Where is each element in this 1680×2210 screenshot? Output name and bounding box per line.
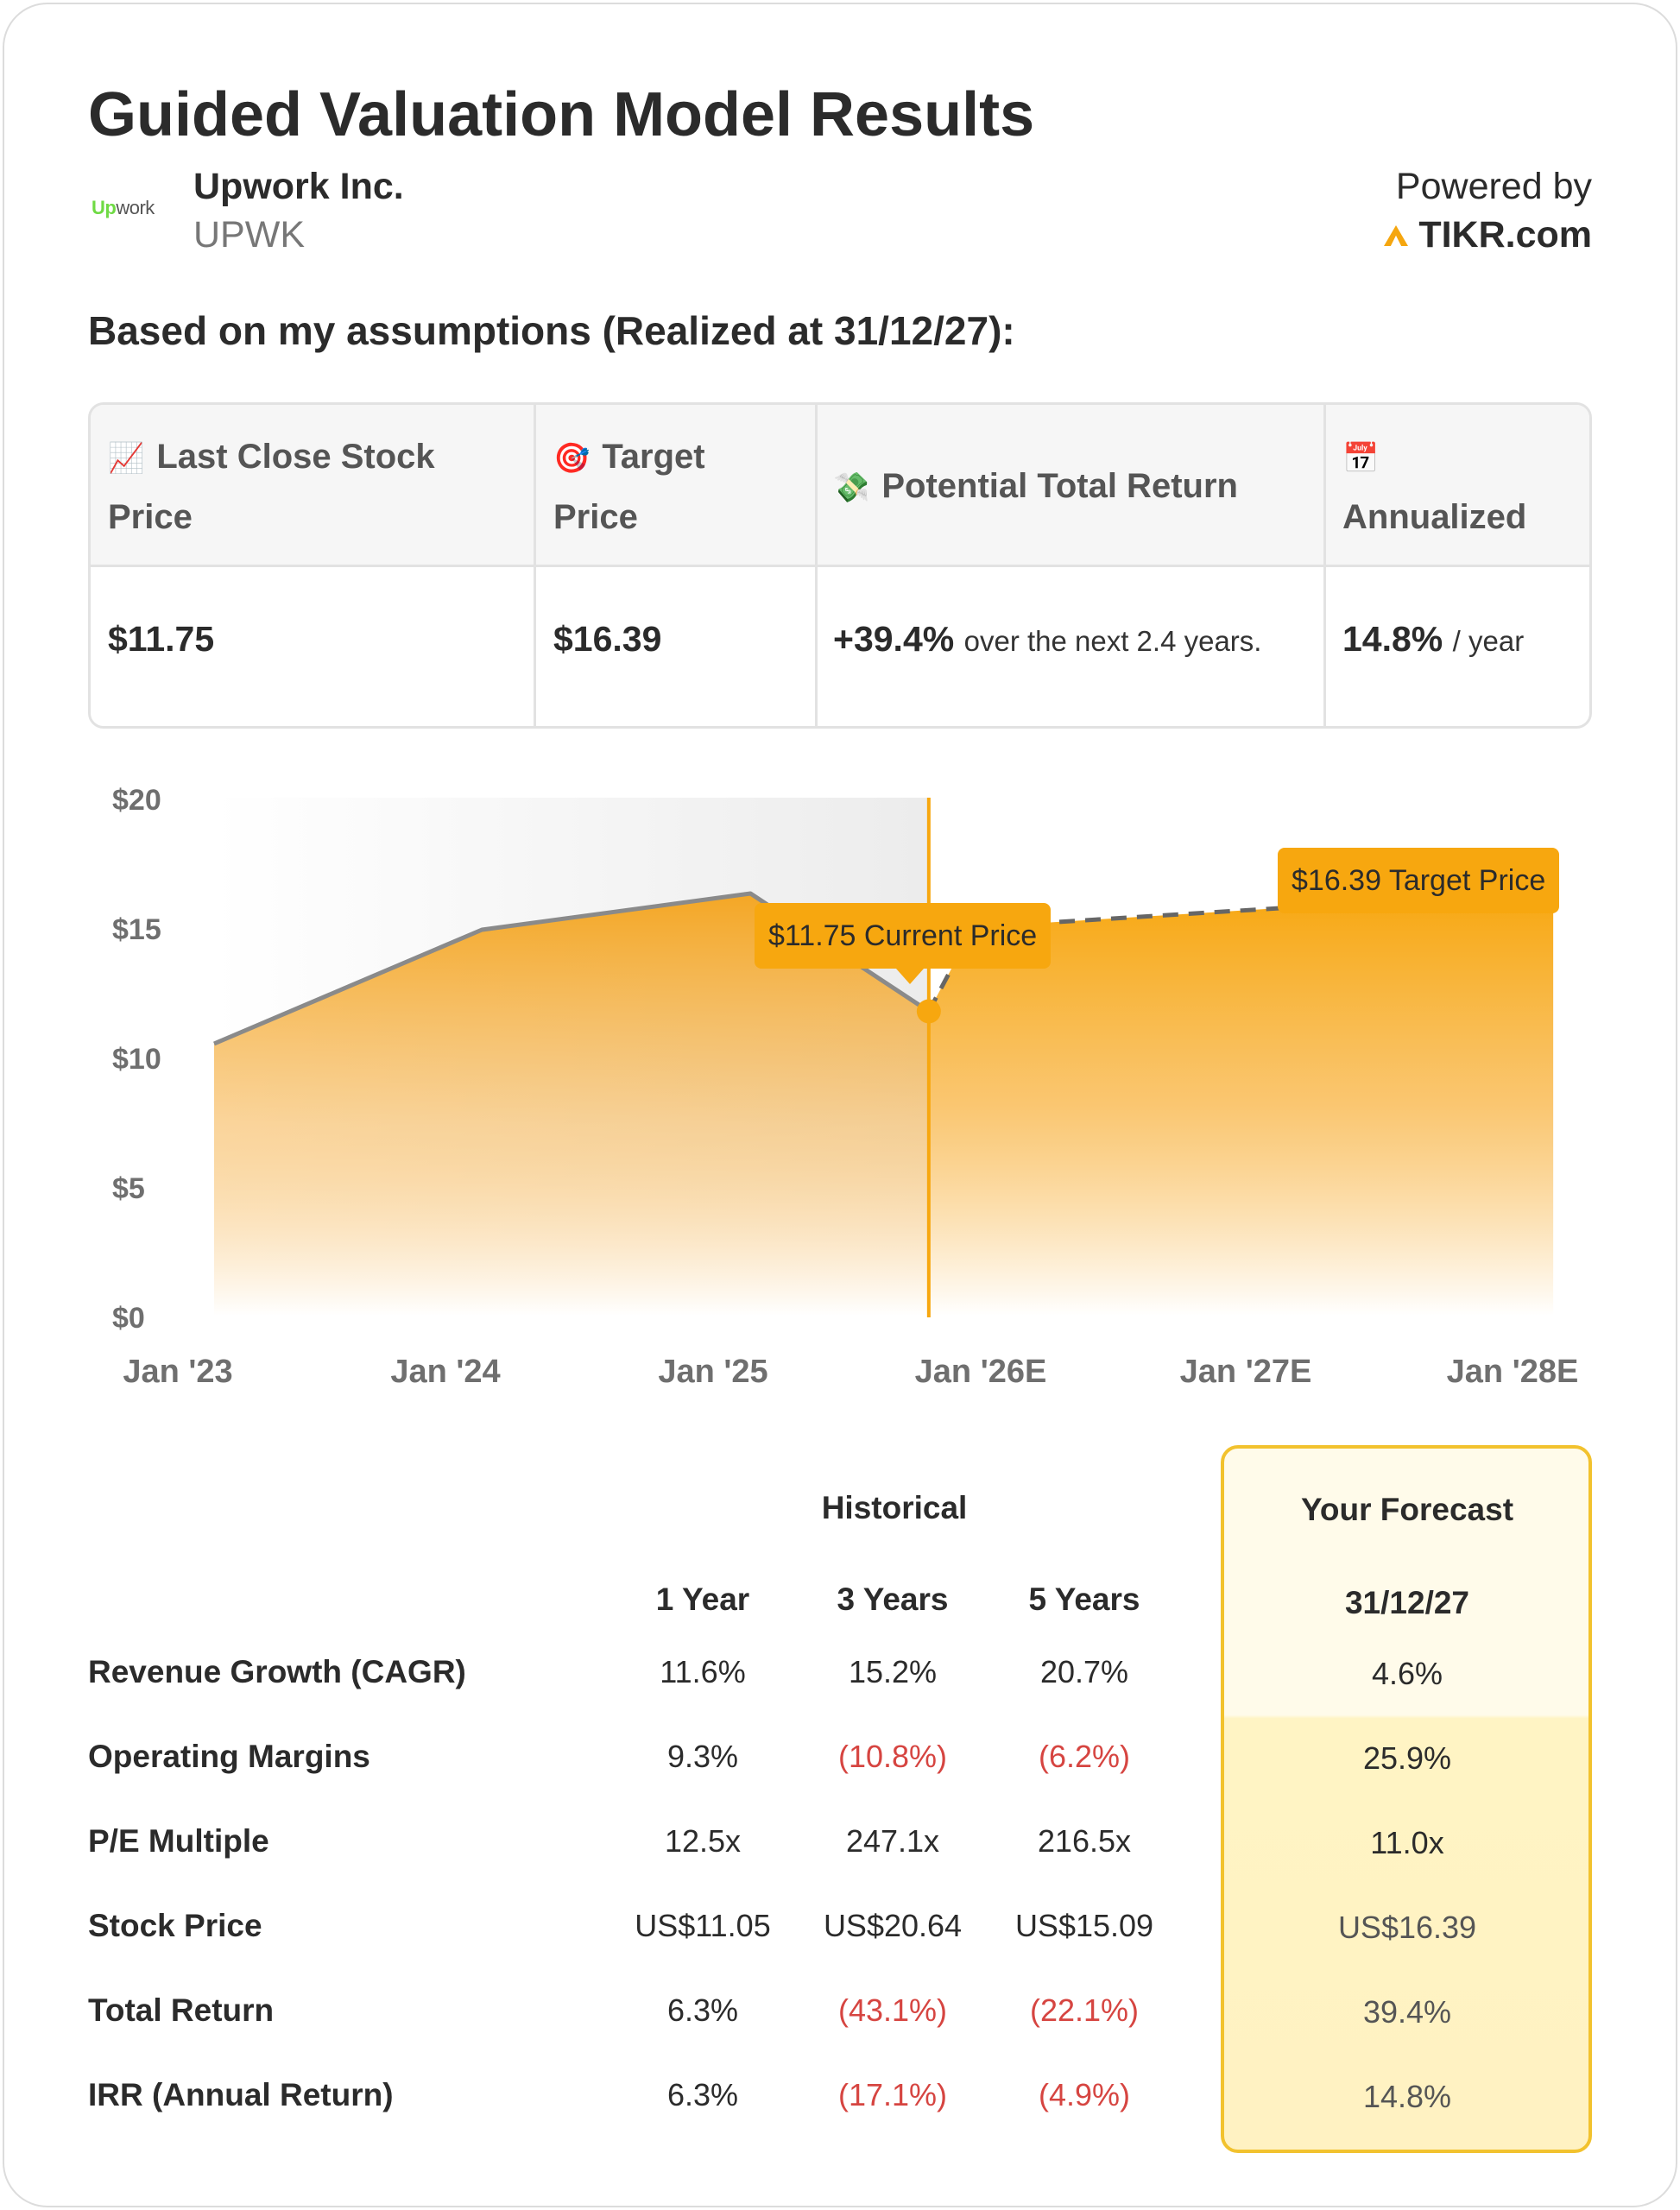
- company-name: Upwork Inc.: [193, 166, 404, 207]
- company-ticker: UPWK: [193, 214, 305, 256]
- annualized-value: 14.8% / year: [1342, 619, 1525, 659]
- x-tick-label: Jan '25: [658, 1354, 768, 1390]
- summary-table: 📈 Last Close Stock Price 🎯 Target Price 💸 Pot…: [88, 402, 1592, 729]
- metric-cell: 15.2%: [848, 1654, 938, 1689]
- metric-row-label: Total Return: [88, 1992, 275, 2028]
- metric-cell: 6.3%: [666, 2077, 739, 2112]
- metric-row-label: Operating Margins: [88, 1739, 370, 1774]
- price-chart: $20 $15 $10 $5 $0 Jan '23 Jan '24 Jan '2…: [0, 760, 1680, 1416]
- metric-cell: (4.9%): [1038, 2077, 1131, 2112]
- column-divider: [534, 405, 536, 726]
- x-tick-label: Jan '28E: [1446, 1354, 1579, 1390]
- y-tick-label: $15: [112, 913, 161, 946]
- metric-cell: 216.5x: [1037, 1823, 1132, 1859]
- forecast-column-box: [1221, 1445, 1592, 2153]
- current-price-tooltip-arrow: [896, 969, 924, 984]
- money-wings-icon: 💸: [833, 471, 870, 504]
- target-icon: 🎯: [553, 442, 591, 475]
- y-tick-label: $10: [112, 1043, 161, 1076]
- metrics-table: Historical Your Forecast 1 Year 3 Years …: [0, 1433, 1680, 2158]
- summary-header-row: [91, 405, 1589, 567]
- metric-cell: (10.8%): [837, 1739, 948, 1774]
- upwork-logo: Upwork: [92, 197, 155, 218]
- y-tick-label: $20: [112, 784, 161, 817]
- column-header-1-year: 1 Year: [655, 1582, 750, 1617]
- metric-cell: US$15.09: [1014, 1908, 1154, 1943]
- historical-title: Historical: [821, 1490, 968, 1525]
- metric-cell: 6.3%: [666, 1992, 739, 2028]
- metric-row-label: Stock Price: [88, 1908, 262, 1943]
- column-divider: [1323, 405, 1326, 726]
- forecast-line: [926, 888, 1554, 1013]
- calendar-icon: 📅: [1342, 442, 1380, 475]
- metric-cell: 11.6%: [660, 1654, 746, 1689]
- tikr-brand-link[interactable]: TIKR.com: [1382, 214, 1592, 256]
- page-title: Guided Valuation Model Results: [88, 80, 1035, 149]
- header-total-return: 💸 Potential Total Return: [833, 467, 1238, 505]
- forecast-cell: 11.0x: [1370, 1825, 1444, 1860]
- metric-cell: (22.1%): [1029, 1992, 1140, 2028]
- metric-cell: (6.2%): [1038, 1739, 1131, 1774]
- historical-area: [214, 893, 929, 1316]
- tikr-logo-icon: [1384, 224, 1409, 246]
- column-header-forecast-date: 31/12/27: [1344, 1585, 1470, 1620]
- header-annualized: 📅 Annualized: [1342, 442, 1527, 536]
- forecast-cell: 25.9%: [1362, 1740, 1452, 1776]
- x-tick-label: Jan '27E: [1179, 1354, 1312, 1390]
- assumptions-heading: Based on my assumptions (Realized at 31/…: [88, 308, 1015, 353]
- y-tick-label: $0: [112, 1302, 145, 1335]
- target-price-tooltip: $16.39 Target Price: [1278, 848, 1560, 913]
- forecast-cell: 39.4%: [1362, 1994, 1452, 2030]
- metric-cell: 12.5x: [664, 1823, 742, 1859]
- metric-cell: (43.1%): [837, 1992, 948, 2028]
- header-last-close: 📈 Last Close Stock Price: [108, 438, 435, 536]
- forecast-cell: 14.8%: [1362, 2079, 1452, 2114]
- current-price-marker: [916, 999, 941, 1024]
- price-chart-svg: [213, 798, 1554, 1317]
- metric-cell: 20.7%: [1039, 1654, 1129, 1689]
- header-target-price: 🎯 Target Price: [553, 438, 705, 536]
- metric-row-label: Revenue Growth (CAGR): [88, 1654, 466, 1689]
- forecast-cell: US$16.39: [1337, 1910, 1477, 1945]
- column-header-3-years: 3 Years: [837, 1582, 949, 1617]
- metric-cell: 9.3%: [666, 1739, 739, 1774]
- metric-cell: (17.1%): [837, 2077, 948, 2112]
- y-tick-label: $5: [112, 1172, 145, 1205]
- forecast-cell: 4.6%: [1371, 1656, 1443, 1691]
- metric-row-label: P/E Multiple: [88, 1823, 269, 1859]
- current-price-tooltip: $11.75 Current Price: [755, 903, 1052, 969]
- metric-cell: US$11.05: [635, 1908, 771, 1943]
- total-return-value: +39.4% over the next 2.4 years.: [833, 619, 1262, 659]
- metric-cell: US$20.64: [823, 1908, 963, 1943]
- x-tick-label: Jan '26E: [914, 1354, 1047, 1390]
- last-close-value: $11.75: [108, 619, 215, 659]
- column-header-5-years: 5 Years: [1028, 1582, 1140, 1617]
- metric-cell: 247.1x: [845, 1823, 940, 1859]
- forecast-title: Your Forecast: [1300, 1492, 1514, 1527]
- chart-increasing-icon: 📈: [108, 442, 145, 475]
- forecast-area: [928, 891, 1554, 1316]
- powered-by-label: Powered by: [1395, 166, 1592, 207]
- metric-row-label: IRR (Annual Return): [88, 2077, 394, 2112]
- target-price-value: $16.39: [553, 619, 662, 659]
- x-tick-label: Jan '23: [123, 1354, 233, 1390]
- x-tick-label: Jan '24: [390, 1354, 501, 1390]
- column-divider: [815, 405, 818, 726]
